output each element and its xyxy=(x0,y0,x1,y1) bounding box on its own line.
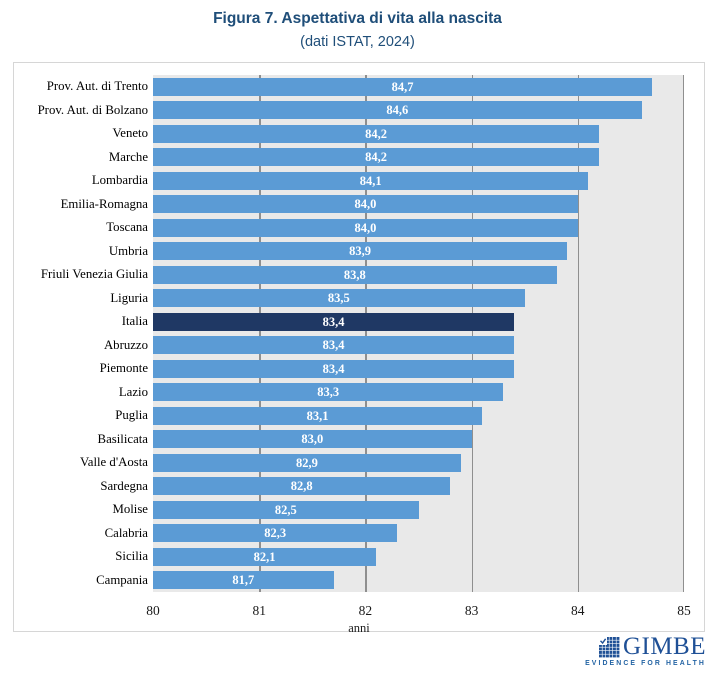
bar-value-label: 83,0 xyxy=(301,432,324,447)
bar-basilicata: 83,0 xyxy=(153,430,472,449)
x-axis-title: anni xyxy=(348,621,370,635)
category-label-marche: Marche xyxy=(108,149,148,164)
category-label-italia: Italia xyxy=(121,314,148,328)
bar-value-label: 84,2 xyxy=(365,150,387,165)
bar-value-label: 83,8 xyxy=(343,267,366,282)
gridline-84 xyxy=(577,75,580,592)
category-label-campania: Campania xyxy=(96,572,148,587)
plot-area: 84,7 84,6 84,2 84,2 84,1 84,0 84,0 83,9 83,8 83,5… xyxy=(153,75,684,592)
bar-sardegna: 82,8 xyxy=(153,477,451,496)
bar-campania: 81,7 xyxy=(153,571,334,590)
bar-value-label: 84,1 xyxy=(359,173,382,188)
bar-value-label: 82,3 xyxy=(264,526,287,541)
bar-marche: 84,2 xyxy=(153,148,600,167)
category-label-toscana: Toscana xyxy=(106,220,148,234)
bar-value-label: 83,9 xyxy=(349,244,372,259)
chart-frame: 84,7 84,6 84,2 84,2 84,1 84,0 84,0 83,9 83,8 83,5… xyxy=(13,62,705,635)
bar-value-label: 84,6 xyxy=(386,103,409,118)
category-label-emilia-romagna: Emilia-Romagna xyxy=(60,196,148,211)
x-tick-label-84: 84 xyxy=(571,603,585,618)
bar-italia: 83,4 xyxy=(153,312,515,331)
category-label-piemonte: Piemonte xyxy=(99,361,148,375)
x-tick-label-80: 80 xyxy=(146,603,160,618)
bar-puglia: 83,1 xyxy=(153,406,483,425)
gridline-83 xyxy=(471,75,474,592)
bar-value-label: 83,4 xyxy=(322,314,345,329)
category-label-molise: Molise xyxy=(112,502,148,516)
category-label-basilicata: Basilicata xyxy=(97,431,148,446)
bar-piemonte: 83,4 xyxy=(153,359,515,378)
bar-value-label: 82,1 xyxy=(253,549,276,564)
category-label-prov-aut-di-bolzano: Prov. Aut. di Bolzano xyxy=(37,102,148,117)
gimbe-grid-icon xyxy=(598,636,620,658)
bar-value-label: 84,0 xyxy=(354,220,377,235)
bar-lombardia: 84,1 xyxy=(153,171,589,190)
bar-calabria: 82,3 xyxy=(153,524,398,543)
bar-value-label: 82,8 xyxy=(290,479,313,494)
x-tick-label-81: 81 xyxy=(252,603,266,618)
category-label-abruzzo: Abruzzo xyxy=(103,337,148,352)
figure-subtitle: (dati ISTAT, 2024) xyxy=(300,34,415,50)
gridline-82 xyxy=(365,75,367,592)
gimbe-logo-tagline: EVIDENCE FOR HEALTH xyxy=(585,660,706,667)
bar-value-label: 83,4 xyxy=(322,361,345,376)
category-label-puglia: Puglia xyxy=(115,408,148,422)
bar-value-label: 83,4 xyxy=(322,338,345,353)
x-tick-label-85: 85 xyxy=(677,603,691,618)
category-label-lazio: Lazio xyxy=(118,384,148,399)
gridline-81 xyxy=(259,75,261,592)
bar-emilia-romagna: 84,0 xyxy=(153,195,578,214)
bar-value-label: 84,7 xyxy=(391,79,414,94)
gimbe-logo-row: GIMBE xyxy=(585,633,706,660)
x-tick-label-82: 82 xyxy=(358,603,373,618)
bar-valle-d-aosta: 82,9 xyxy=(153,453,461,472)
gimbe-logo: GIMBE EVIDENCE FOR HEALTH xyxy=(585,633,706,667)
bar-value-label: 84,0 xyxy=(354,197,377,212)
bar-value-label: 81,7 xyxy=(232,573,255,588)
category-label-sicilia: Sicilia xyxy=(115,549,148,563)
bar-veneto: 84,2 xyxy=(153,124,600,143)
bar-liguria: 83,5 xyxy=(153,289,525,308)
category-label-friuli-venezia-giulia: Friuli Venezia Giulia xyxy=(40,267,148,281)
gridline-85 xyxy=(682,75,684,592)
bar-sicilia: 82,1 xyxy=(153,547,377,566)
category-label-sardegna: Sardegna xyxy=(100,478,148,493)
bar-value-label: 84,2 xyxy=(365,126,387,141)
category-label-calabria: Calabria xyxy=(104,525,148,540)
bar-toscana: 84,0 xyxy=(153,218,578,237)
category-label-lombardia: Lombardia xyxy=(91,173,148,187)
bar-prov-aut-di-bolzano: 84,6 xyxy=(153,101,642,120)
figure-title: Figura 7. Aspettativa di vita alla nasci… xyxy=(213,10,502,27)
bar-prov-aut-di-trento: 84,7 xyxy=(153,77,653,96)
category-label-veneto: Veneto xyxy=(112,126,148,140)
bar-friuli-venezia-giulia: 83,8 xyxy=(153,265,557,284)
bar-abruzzo: 83,4 xyxy=(153,336,515,355)
bar-value-label: 83,5 xyxy=(327,291,350,306)
category-label-liguria: Liguria xyxy=(110,290,148,305)
bar-molise: 82,5 xyxy=(153,500,419,519)
category-label-prov-aut-di-trento: Prov. Aut. di Trento xyxy=(46,79,148,93)
bar-lazio: 83,3 xyxy=(153,383,504,402)
bar-value-label: 82,5 xyxy=(274,502,297,517)
bar-value-label: 83,3 xyxy=(317,385,340,400)
category-label-valle-d-aosta: Valle d'Aosta xyxy=(79,455,148,469)
bar-umbria: 83,9 xyxy=(153,242,568,261)
gimbe-logo-text: GIMBE xyxy=(622,633,706,660)
x-tick-label-83: 83 xyxy=(464,603,479,618)
bar-value-label: 83,1 xyxy=(306,408,329,423)
bar-value-label: 82,9 xyxy=(296,455,318,470)
category-label-umbria: Umbria xyxy=(108,243,148,258)
